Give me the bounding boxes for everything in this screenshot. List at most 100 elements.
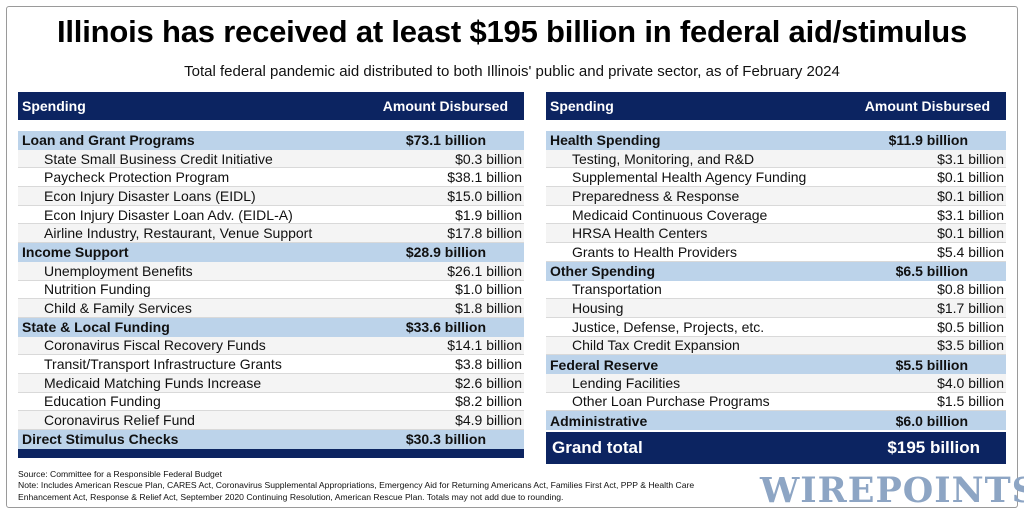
line-item-row: Testing, Monitoring, and R&D $3.1 billion bbox=[546, 149, 1006, 169]
line-item-row: Transportation $0.8 billion bbox=[546, 281, 1006, 300]
line-item-amount: $3.1 billion bbox=[937, 150, 1004, 167]
line-item-amount: $0.1 billion bbox=[937, 187, 1004, 204]
line-item-amount: $3.5 billion bbox=[937, 337, 1004, 354]
line-item-amount: $1.8 billion bbox=[455, 300, 522, 317]
line-item-name: Grants to Health Providers bbox=[572, 243, 737, 260]
line-item-name: Medicaid Continuous Coverage bbox=[572, 206, 768, 223]
line-item-amount: $14.1 billion bbox=[447, 337, 522, 354]
line-item-name: Econ Injury Disaster Loans (EIDL) bbox=[44, 187, 256, 204]
category-row: Direct Stimulus Checks $30.3 billion bbox=[18, 430, 524, 449]
category-amount: $6.5 billion bbox=[895, 263, 968, 280]
category-amount: $6.0 billion bbox=[895, 412, 968, 429]
line-item-name: Preparedness & Response bbox=[572, 187, 740, 204]
line-item-name: Lending Facilities bbox=[572, 374, 681, 391]
line-item-row: Medicaid Continuous Coverage $3.1 billion bbox=[546, 206, 1006, 225]
category-row: Health Spending $11.9 billion bbox=[546, 131, 1006, 150]
line-item-name: Medicaid Matching Funds Increase bbox=[44, 374, 262, 391]
line-item-amount: $4.9 billion bbox=[455, 412, 522, 429]
line-item-row: Supplemental Health Agency Funding $0.1 b… bbox=[546, 168, 1006, 188]
amount-column-header: Amount Disbursed bbox=[864, 98, 990, 114]
rounding-note: Note: Includes American Rescue Plan, CAR… bbox=[18, 480, 695, 502]
wirepoints-logo: WIREPOINTS bbox=[760, 470, 1024, 511]
category-row: Federal Reserve $5.5 billion bbox=[546, 355, 1006, 374]
image-frame bbox=[6, 6, 1018, 508]
line-item-amount: $0.5 billion bbox=[937, 318, 1004, 335]
line-item-name: State Small Business Credit Initiative bbox=[44, 150, 273, 167]
line-item-amount: $8.2 billion bbox=[455, 393, 522, 410]
category-name: Loan and Grant Programs bbox=[22, 132, 195, 149]
line-item-amount: $0.1 billion bbox=[937, 169, 1004, 186]
line-item-amount: $0.3 billion bbox=[455, 150, 522, 167]
amount-column-header: Amount Disbursed bbox=[382, 98, 508, 114]
category-name: Federal Reserve bbox=[550, 356, 659, 373]
line-item-row: Unemployment Benefits $26.1 billion bbox=[18, 261, 524, 281]
line-item-row: Child Tax Credit Expansion $3.5 billion bbox=[546, 336, 1006, 356]
line-item-name: Coronavirus Relief Fund bbox=[44, 412, 195, 429]
line-item-amount: $15.0 billion bbox=[447, 187, 522, 204]
table-footer-bar bbox=[18, 448, 524, 458]
left-spending-table: Spending Amount Disbursed Loan and Grant… bbox=[18, 92, 524, 458]
line-item-amount: $26.1 billion bbox=[447, 262, 522, 279]
line-item-row: Preparedness & Response $0.1 billion bbox=[546, 187, 1006, 206]
line-item-row: Econ Injury Disaster Loan Adv. (EIDL-A) $… bbox=[18, 206, 524, 225]
line-item-name: Transit/Transport Infrastructure Grants bbox=[44, 356, 282, 373]
line-item-row: Justice, Defense, Projects, etc. $0.5 bil… bbox=[546, 318, 1006, 337]
line-item-name: Testing, Monitoring, and R&D bbox=[572, 150, 755, 167]
spending-column-header: Spending bbox=[550, 98, 614, 114]
line-item-row: Nutrition Funding $1.0 billion bbox=[18, 281, 524, 300]
category-name: State & Local Funding bbox=[22, 319, 170, 336]
right-spending-table: Spending Amount Disbursed Health Spendin… bbox=[546, 92, 1006, 464]
category-row: Loan and Grant Programs $73.1 billion bbox=[18, 131, 524, 150]
line-item-name: Transportation bbox=[572, 281, 662, 298]
line-item-name: Airline Industry, Restaurant, Venue Supp… bbox=[44, 225, 313, 242]
line-item-name: Unemployment Benefits bbox=[44, 262, 193, 279]
line-item-row: Airline Industry, Restaurant, Venue Supp… bbox=[18, 224, 524, 244]
line-item-row: Paycheck Protection Program $38.1 billion bbox=[18, 168, 524, 188]
category-amount: $33.6 billion bbox=[405, 319, 486, 336]
line-item-name: Other Loan Purchase Programs bbox=[572, 393, 770, 410]
left-table-body: Loan and Grant Programs $73.1 billion Stat… bbox=[18, 131, 524, 449]
category-name: Health Spending bbox=[550, 132, 661, 149]
grand-total-row: Grand total $195 billion bbox=[546, 432, 1006, 464]
line-item-name: Justice, Defense, Projects, etc. bbox=[572, 318, 765, 335]
line-item-row: Child & Family Services $1.8 billion bbox=[18, 299, 524, 318]
line-item-row: Lending Facilities $4.0 billion bbox=[546, 373, 1006, 393]
line-item-row: Econ Injury Disaster Loans (EIDL) $15.0 b… bbox=[18, 187, 524, 206]
line-item-amount: $3.1 billion bbox=[937, 206, 1004, 223]
category-amount: $73.1 billion bbox=[405, 132, 486, 149]
page-title: Illinois has received at least $195 bill… bbox=[56, 14, 968, 49]
category-name: Administrative bbox=[550, 412, 648, 429]
line-item-name: HRSA Health Centers bbox=[572, 225, 708, 242]
category-row: Administrative $6.0 billion bbox=[546, 411, 1006, 430]
footer-notes: Source: Committee for a Responsible Fede… bbox=[18, 469, 738, 503]
category-row: Other Spending $6.5 billion bbox=[546, 261, 1006, 281]
line-item-amount: $5.4 billion bbox=[937, 243, 1004, 260]
line-item-amount: $1.5 billion bbox=[937, 393, 1004, 410]
line-item-row: Coronavirus Fiscal Recovery Funds $14.1 b… bbox=[18, 336, 524, 356]
line-item-name: Econ Injury Disaster Loan Adv. (EIDL-A) bbox=[44, 206, 293, 223]
line-item-name: Nutrition Funding bbox=[44, 281, 151, 298]
right-table-body: Health Spending $11.9 billion Testing, Mon… bbox=[546, 131, 1006, 430]
category-name: Other Spending bbox=[550, 263, 655, 280]
line-item-name: Housing bbox=[572, 300, 624, 317]
source-note: Source: Committee for a Responsible Fede… bbox=[18, 469, 222, 479]
grand-total-label: Grand total bbox=[552, 438, 643, 457]
line-item-row: Coronavirus Relief Fund $4.9 billion bbox=[18, 411, 524, 430]
line-item-amount: $17.8 billion bbox=[447, 225, 522, 242]
line-item-amount: $1.7 billion bbox=[937, 300, 1004, 317]
line-item-row: Housing $1.7 billion bbox=[546, 299, 1006, 318]
table-header: Spending Amount Disbursed bbox=[546, 92, 1006, 120]
line-item-amount: $0.8 billion bbox=[937, 281, 1004, 298]
line-item-name: Child Tax Credit Expansion bbox=[572, 337, 740, 354]
category-row: State & Local Funding $33.6 billion bbox=[18, 317, 524, 337]
line-item-row: Transit/Transport Infrastructure Grants $… bbox=[18, 355, 524, 374]
line-item-row: HRSA Health Centers $0.1 billion bbox=[546, 224, 1006, 244]
grand-total-amount: $195 billion bbox=[887, 438, 980, 457]
line-item-amount: $2.6 billion bbox=[455, 374, 522, 391]
line-item-amount: $38.1 billion bbox=[447, 169, 522, 186]
category-name: Direct Stimulus Checks bbox=[22, 431, 179, 448]
line-item-name: Paycheck Protection Program bbox=[44, 169, 230, 186]
line-item-name: Child & Family Services bbox=[44, 300, 192, 317]
line-item-amount: $1.0 billion bbox=[455, 281, 522, 298]
line-item-row: Medicaid Matching Funds Increase $2.6 bil… bbox=[18, 373, 524, 393]
